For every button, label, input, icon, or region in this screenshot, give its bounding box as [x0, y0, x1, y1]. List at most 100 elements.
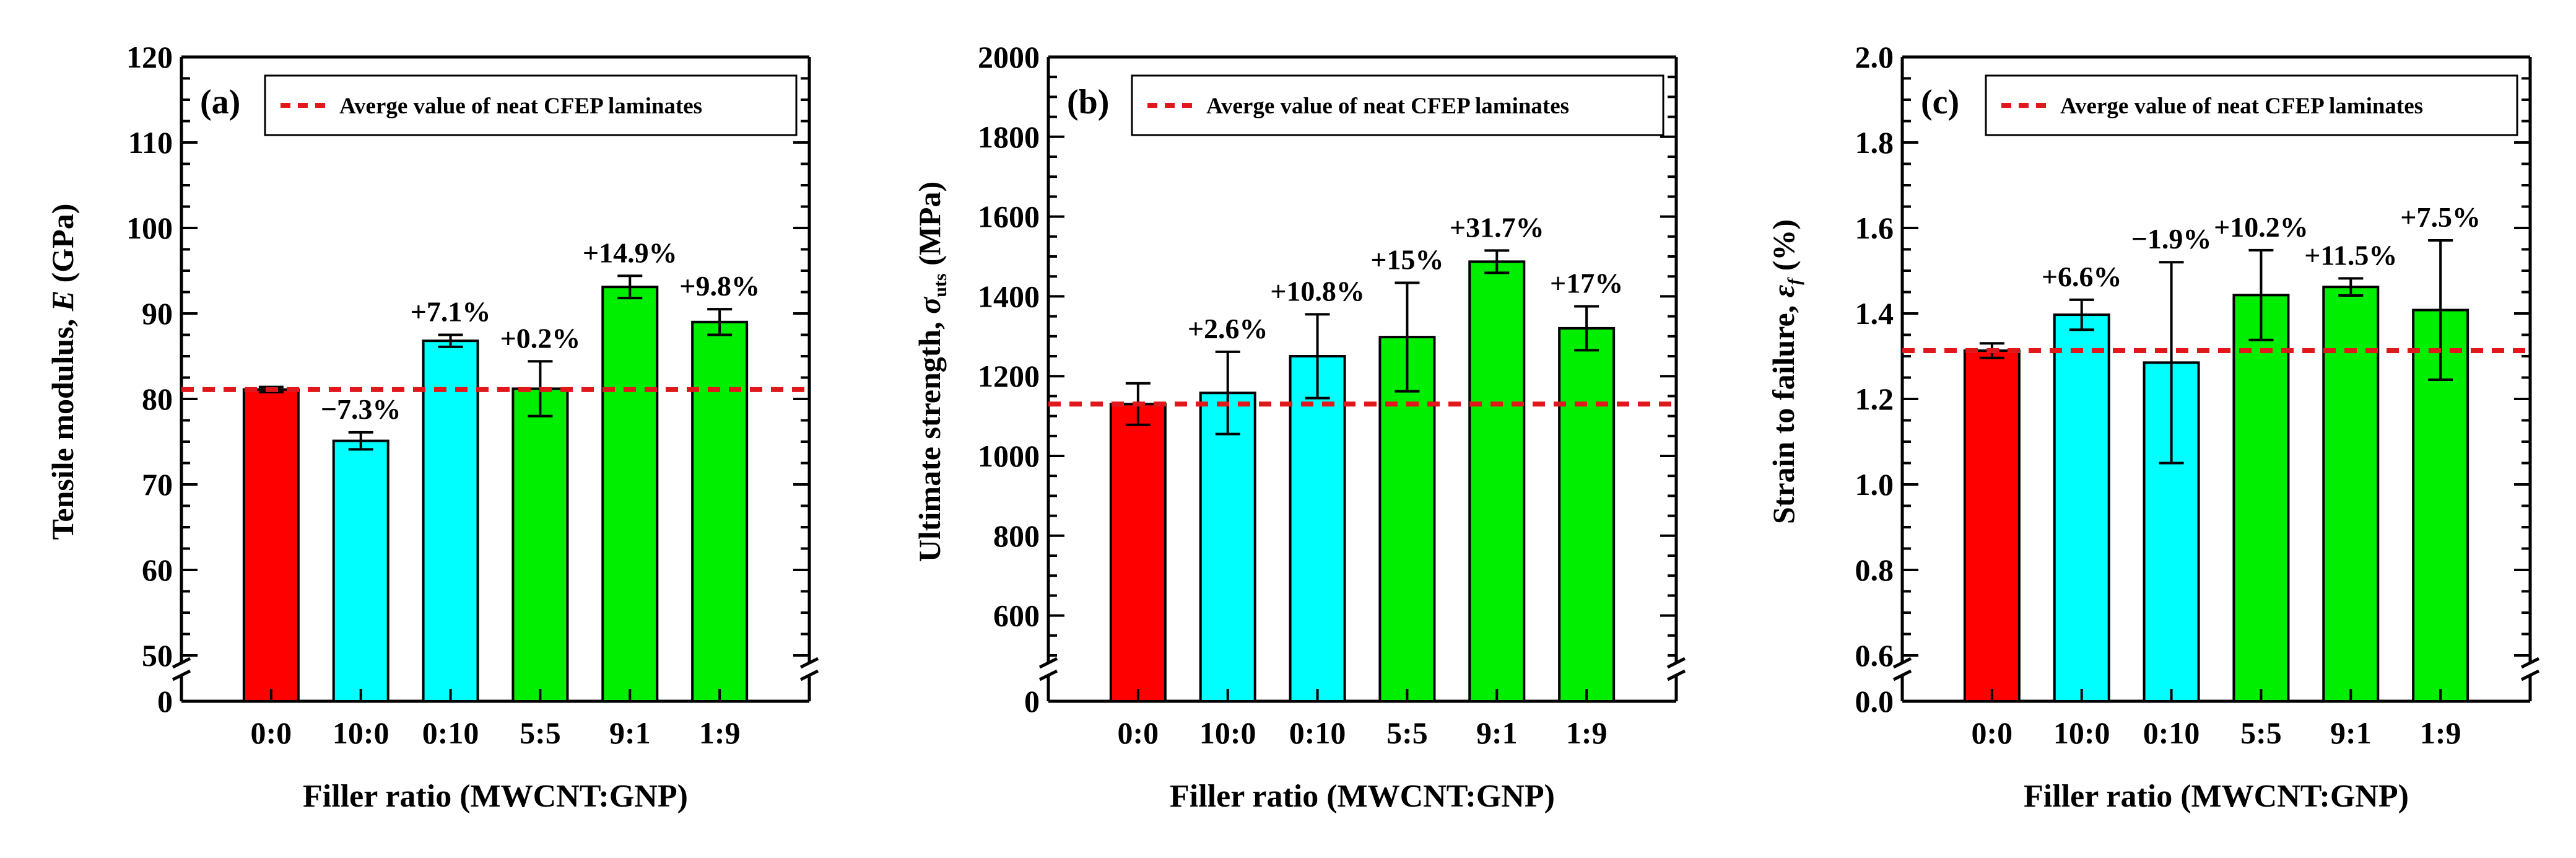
y-tick-label: 2000: [978, 40, 1040, 74]
legend-box: [264, 74, 798, 136]
chart-panel-1: 50 60 70 80 90 100 110 120 0 Tensile modulus, E (…: [45, 40, 819, 814]
y-tick-label: 1200: [978, 359, 1040, 393]
axis-break-mark: [1038, 657, 1058, 669]
bar-10:0: [1199, 392, 1256, 703]
bar-1:9: [691, 320, 749, 703]
axis-break-mark: [1666, 657, 1686, 669]
x-tick-label: 1:9: [2420, 716, 2461, 750]
x-tick-label: 9:1: [1476, 716, 1518, 750]
x-tick-label: 0:0: [251, 716, 292, 750]
y-tick-label: 1400: [978, 279, 1040, 313]
bar-10:0: [332, 439, 389, 703]
percent-annotation: −1.9%: [2131, 223, 2212, 255]
bar-0:10: [422, 339, 479, 703]
percent-annotation: +2.6%: [1188, 313, 1268, 344]
x-tick-label: 0:10: [1289, 716, 1346, 750]
y-tick-label: 80: [142, 382, 173, 416]
y-tick-label: 50: [142, 638, 173, 673]
axis-break-mark: [2520, 657, 2540, 669]
axis-break-mark: [172, 669, 191, 681]
bar-10:0: [2053, 313, 2110, 703]
y-axis-label: Strain to failure, εf (%): [1766, 219, 1804, 524]
x-tick-label: 9:1: [2330, 716, 2372, 750]
bar-0:0: [1963, 349, 2021, 703]
percent-annotation: +7.1%: [411, 296, 491, 328]
axis-break-mark: [2520, 669, 2540, 681]
percent-annotation: +10.8%: [1270, 275, 1365, 307]
bar-9:1: [2322, 286, 2380, 703]
y-tick-label: 0.8: [1855, 553, 1894, 587]
y-tick-label: 1600: [978, 199, 1040, 234]
panel-label: (b): [1067, 83, 1109, 121]
y-tick-label: 90: [142, 296, 173, 331]
percent-annotation: +17%: [1550, 268, 1623, 299]
bar-5:5: [1378, 336, 1436, 703]
panel-label: (a): [200, 83, 240, 121]
x-tick-label: 1:9: [1566, 716, 1608, 750]
y-tick-label-origin: 0: [157, 684, 173, 719]
y-tick-label: 60: [142, 553, 173, 587]
percent-annotation: +0.2%: [500, 322, 581, 354]
percent-annotation: +10.2%: [2214, 211, 2308, 243]
percent-annotation: +11.5%: [2304, 239, 2397, 271]
percent-annotation: +14.9%: [583, 237, 677, 268]
legend-label: Averge value of neat CFEP laminates: [1206, 94, 1569, 119]
x-tick-label: 5:5: [2240, 716, 2282, 750]
bar-5:5: [511, 387, 569, 703]
bar-1:9: [1558, 326, 1616, 703]
y-tick-label: 120: [126, 40, 173, 74]
chart-panel-3: 0.6 0.8 1.0 1.2 1.4 1.6 1.8 2.0 0.0 Strain to fai…: [1766, 40, 2540, 814]
y-tick-label: 0.6: [1855, 638, 1894, 673]
percent-annotation: +31.7%: [1450, 211, 1544, 243]
y-tick-label: 110: [128, 125, 173, 160]
legend-box: [1985, 74, 2518, 136]
bar-0:0: [1109, 403, 1167, 703]
percent-annotation: +7.5%: [2400, 201, 2481, 233]
percent-annotation: +9.8%: [679, 270, 760, 302]
chart-panel-2: 600 800 1000 1200 1400 1600 1800 2000 0 Ultimate …: [912, 40, 1686, 814]
percent-annotation: −7.3%: [321, 393, 401, 425]
y-tick-label: 2.0: [1855, 40, 1894, 74]
axis-break-mark: [1666, 669, 1686, 681]
y-tick-label: 100: [126, 211, 173, 245]
legend-label: Averge value of neat CFEP laminates: [339, 94, 702, 119]
y-tick-label-origin: 0: [1024, 684, 1040, 719]
axis-break-mark: [1892, 669, 1912, 681]
x-tick-label: 9:1: [609, 716, 651, 750]
x-tick-label: 10:0: [333, 716, 389, 750]
x-tick-label: 1:9: [699, 716, 741, 750]
y-tick-label: 70: [142, 467, 173, 502]
y-tick-label: 1.8: [1855, 125, 1894, 160]
x-tick-label: 0:0: [1972, 716, 2013, 750]
bar-9:1: [601, 286, 659, 703]
y-tick-label: 1.4: [1855, 296, 1894, 331]
bar-0:0: [242, 388, 300, 703]
x-tick-label: 5:5: [1386, 716, 1428, 750]
bar-5:5: [2232, 294, 2290, 703]
axis-break-mark: [1892, 657, 1912, 669]
y-tick-label: 1.2: [1855, 382, 1894, 416]
axis-break-mark: [172, 657, 191, 669]
x-tick-label: 0:10: [422, 716, 479, 750]
y-tick-label: 800: [993, 519, 1040, 553]
legend-label: Averge value of neat CFEP laminates: [2060, 94, 2423, 119]
y-tick-label: 1800: [978, 120, 1040, 154]
x-tick-label: 5:5: [520, 716, 561, 750]
panel-label: (c): [1921, 83, 1959, 121]
bar-9:1: [1468, 260, 1526, 703]
x-axis-label: Filler ratio (MWCNT:GNP): [1170, 779, 1555, 814]
axis-break-mark: [799, 657, 819, 669]
legend-box: [1131, 74, 1664, 136]
y-tick-label: 1.0: [1855, 467, 1894, 502]
y-tick-label: 600: [993, 598, 1040, 633]
y-axis-label: Tensile modulus, E (GPa): [45, 204, 80, 540]
percent-annotation: +6.6%: [2042, 261, 2122, 292]
bar-0:10: [1289, 355, 1346, 703]
x-tick-label: 10:0: [2053, 716, 2110, 750]
percent-annotation: +15%: [1370, 244, 1443, 276]
x-tick-label: 0:10: [2143, 716, 2200, 750]
x-axis-label: Filler ratio (MWCNT:GNP): [2024, 779, 2409, 814]
y-tick-label: 1.6: [1855, 211, 1894, 245]
